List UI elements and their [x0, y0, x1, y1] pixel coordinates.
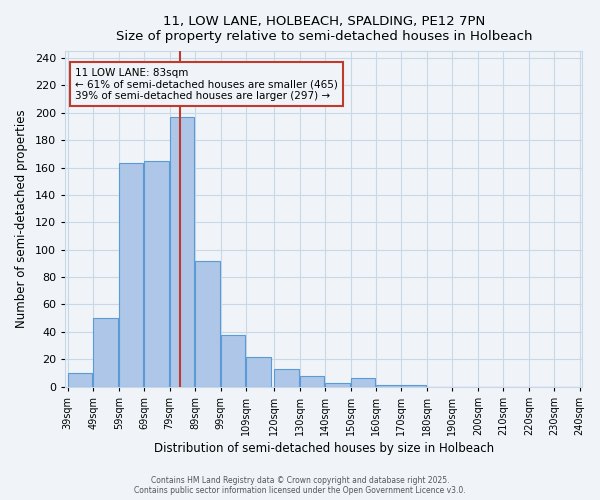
Bar	[325, 382, 350, 386]
Bar	[93, 318, 118, 386]
Bar	[170, 117, 194, 386]
Title: 11, LOW LANE, HOLBEACH, SPALDING, PE12 7PN
Size of property relative to semi-det: 11, LOW LANE, HOLBEACH, SPALDING, PE12 7…	[116, 15, 532, 43]
Bar	[144, 160, 169, 386]
Bar	[350, 378, 375, 386]
Bar	[221, 334, 245, 386]
Bar	[119, 164, 143, 386]
Y-axis label: Number of semi-detached properties: Number of semi-detached properties	[15, 110, 28, 328]
Bar	[274, 369, 299, 386]
Text: Contains HM Land Registry data © Crown copyright and database right 2025.
Contai: Contains HM Land Registry data © Crown c…	[134, 476, 466, 495]
Bar	[299, 376, 324, 386]
Bar	[195, 260, 220, 386]
Text: 11 LOW LANE: 83sqm
← 61% of semi-detached houses are smaller (465)
39% of semi-d: 11 LOW LANE: 83sqm ← 61% of semi-detache…	[76, 68, 338, 100]
Bar	[246, 356, 271, 386]
X-axis label: Distribution of semi-detached houses by size in Holbeach: Distribution of semi-detached houses by …	[154, 442, 494, 455]
Bar	[68, 373, 92, 386]
